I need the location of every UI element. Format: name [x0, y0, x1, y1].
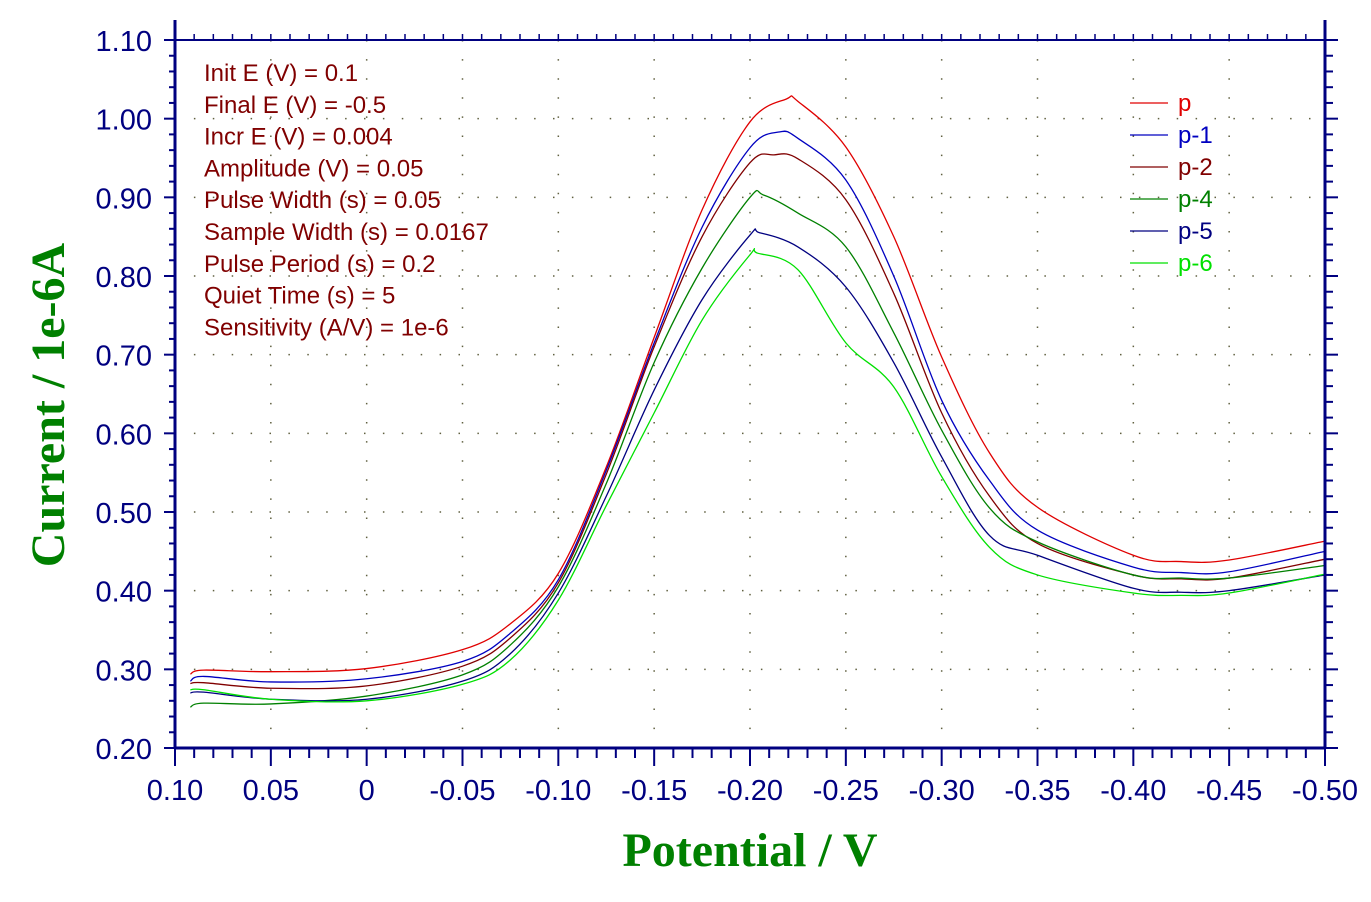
- y-tick-label: 0.40: [96, 577, 152, 609]
- y-tick-label: 0.90: [96, 183, 152, 215]
- x-tick-label: -0.45: [1196, 775, 1262, 807]
- axes: [164, 20, 1338, 766]
- y-tick-label: 0.60: [96, 419, 152, 451]
- x-tick-label: -0.20: [717, 775, 783, 807]
- series-line-p-2: [190, 153, 1326, 690]
- y-tick-label: 1.00: [96, 105, 152, 137]
- x-tick-labels: 0.10 0.05 0 -0.05 -0.10 -0.15 -0.20 -0.25 -0.30-…: [147, 775, 1358, 807]
- legend-label: p-5: [1178, 218, 1213, 245]
- x-tick-label: -0.25: [813, 775, 879, 807]
- parameter-text: Pulse Period (s) = 0.2: [204, 251, 435, 278]
- y-tick-label: 0.50: [96, 498, 152, 530]
- legend-label: p: [1178, 90, 1191, 117]
- x-tick-label: 0: [359, 775, 375, 807]
- x-axis-title: Potential / V: [622, 824, 877, 877]
- parameter-text: Init E (V) = 0.1: [204, 60, 358, 87]
- series-line-p: [190, 95, 1326, 675]
- series-line-p-5: [190, 228, 1326, 702]
- legend: p p-1 p-2 p-4 p-5 p-6: [1130, 90, 1213, 277]
- x-tick-label: 0.10: [147, 775, 203, 807]
- series-line-p-4: [190, 189, 1326, 708]
- series-lines: [189, 95, 1326, 708]
- parameter-text: Sensitivity (A/V) = 1e-6: [204, 314, 449, 341]
- series-line-p-6: [190, 248, 1326, 703]
- x-tick-label: -0.50: [1292, 775, 1358, 807]
- parameter-text: Final E (V) = -0.5: [204, 92, 386, 119]
- y-axis-title: Current / 1e-6A: [22, 242, 75, 567]
- y-tick-label: 0.80: [96, 262, 152, 294]
- parameter-text: Pulse Width (s) = 0.05: [204, 187, 441, 214]
- x-tick-label: -0.05: [429, 775, 495, 807]
- y-tick-label: 1.10: [96, 26, 152, 58]
- parameter-text: Incr E (V) = 0.004: [204, 124, 393, 151]
- legend-label: p-4: [1178, 186, 1213, 213]
- legend-label: p-6: [1178, 250, 1213, 277]
- series-line-p-1: [189, 130, 1326, 683]
- y-tick-label: 0.20: [96, 734, 152, 766]
- x-tick-label: -0.40: [1100, 775, 1166, 807]
- y-tick-label: 0.30: [96, 655, 152, 687]
- legend-label: p-1: [1178, 122, 1213, 149]
- y-tick-labels: 0.20 0.30 0.40 0.50 0.60 0.70 0.80 0.90 1.00 1.10: [96, 26, 152, 766]
- x-tick-label: -0.15: [621, 775, 687, 807]
- x-tick-label: -0.35: [1004, 775, 1070, 807]
- parameter-text: Quiet Time (s) = 5: [204, 283, 395, 310]
- parameter-text: Sample Width (s) = 0.0167: [204, 219, 489, 246]
- parameter-text: Amplitude (V) = 0.05: [204, 155, 423, 182]
- y-tick-label: 0.70: [96, 341, 152, 373]
- legend-label: p-2: [1178, 154, 1213, 181]
- x-tick-label: -0.30: [909, 775, 975, 807]
- x-tick-label: 0.05: [243, 775, 299, 807]
- x-tick-label: -0.10: [525, 775, 591, 807]
- parameter-annotations: Init E (V) = 0.1 Final E (V) = -0.5 Incr E…: [204, 60, 489, 341]
